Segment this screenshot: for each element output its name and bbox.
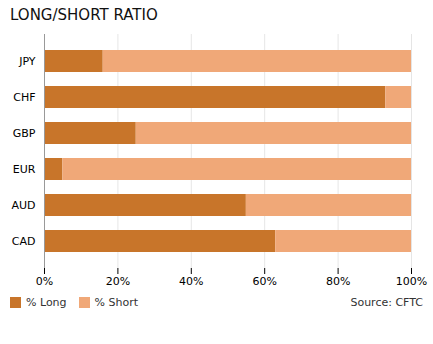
svg-text:100%: 100%: [396, 275, 427, 288]
svg-text:40%: 40%: [179, 275, 203, 288]
svg-text:EUR: EUR: [13, 163, 36, 176]
svg-text:JPY: JPY: [18, 55, 36, 68]
svg-text:0%: 0%: [36, 275, 53, 288]
svg-text:AUD: AUD: [11, 199, 35, 212]
svg-text:20%: 20%: [106, 275, 130, 288]
html-text:Source: CFTC: Source: CFTC: [350, 296, 423, 309]
html-text:% Short: % Short: [94, 296, 138, 309]
html-text:% Long: % Long: [26, 296, 67, 309]
svg-text:CHF: CHF: [13, 91, 35, 104]
svg-text:60%: 60%: [252, 275, 276, 288]
svg-text:80%: 80%: [326, 275, 350, 288]
html-text:LONG/SHORT RATIO: LONG/SHORT RATIO: [10, 6, 158, 24]
svg-text:CAD: CAD: [12, 235, 36, 248]
svg-text:GBP: GBP: [13, 127, 36, 140]
